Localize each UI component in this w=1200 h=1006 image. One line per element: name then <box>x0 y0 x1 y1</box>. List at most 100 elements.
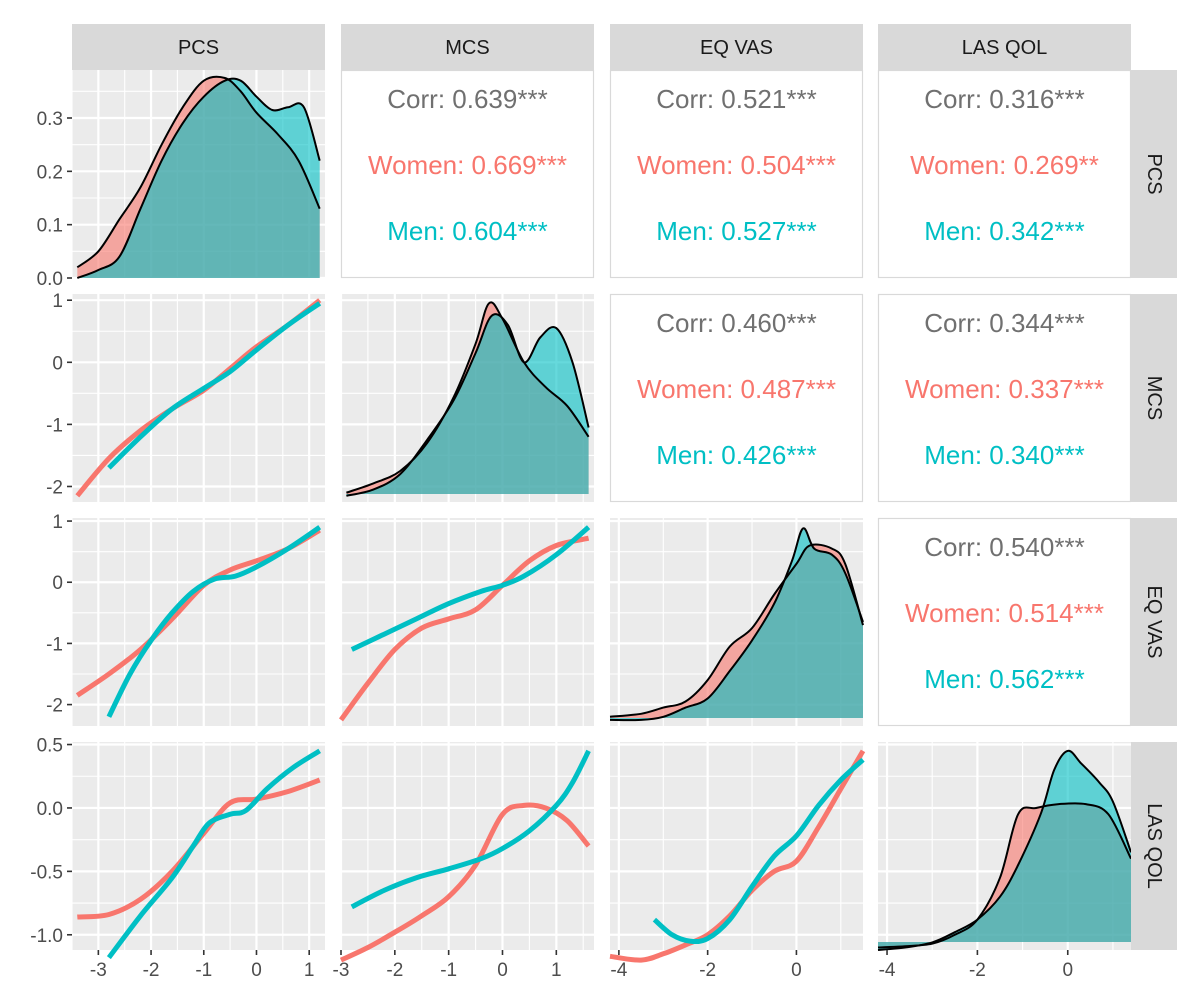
density-line-men <box>877 749 1132 951</box>
corr-men-text: Men: 0.562*** <box>924 664 1084 694</box>
x-tick-label: -2 <box>386 960 403 981</box>
y-tick-label: -1 <box>46 634 63 655</box>
smooth-line-women <box>338 535 590 722</box>
strip-right-eq-vas: EQ VAS <box>1131 518 1177 726</box>
y-tick-label: 0.2 <box>37 162 63 183</box>
corr-panel-bg <box>609 293 864 503</box>
corr-panel-bg <box>609 69 864 279</box>
smooth-line-men <box>107 301 322 470</box>
smooth-line-men <box>106 748 322 960</box>
density-line-men <box>346 313 590 497</box>
y-axis-eq-vas: -2 -1 0 1 <box>46 512 72 717</box>
corr-men-text: Men: 0.527*** <box>656 216 816 246</box>
y-tick-label: 0 <box>52 573 63 594</box>
strip-label: LAS QOL <box>1143 803 1165 889</box>
y-tick-label: 0.0 <box>37 799 63 820</box>
corr-men-text: Men: 0.604*** <box>387 216 547 246</box>
x-tick-label: -4 <box>610 960 627 981</box>
smooth-line-men <box>106 525 322 718</box>
x-axis-las-qol: -4 -2 0 <box>879 950 1073 981</box>
x-tick-label: -1 <box>195 960 212 981</box>
corr-panel-bg <box>340 69 595 279</box>
panel-mcs-eq-vas: Corr: 0.460*** Women: 0.487*** Men: 0.426*… <box>609 293 864 503</box>
corr-women-text: Women: 0.669*** <box>368 150 567 180</box>
corr-overall-text: Corr: 0.540*** <box>924 532 1084 562</box>
y-tick-label: -2 <box>46 696 63 717</box>
y-tick-label: -0.5 <box>30 862 63 883</box>
density-line-women <box>877 802 1132 949</box>
density-area-men <box>878 750 1131 950</box>
panel-eq-vas-pcs <box>71 518 325 726</box>
strip-right-mcs: MCS <box>1131 294 1177 502</box>
strip-right-las-qol: LAS QOL <box>1131 742 1177 950</box>
strip-label: PCS <box>1143 153 1165 194</box>
panel-eq-vas-las-qol: Corr: 0.540*** Women: 0.514*** Men: 0.562*… <box>877 517 1132 727</box>
strip-bg <box>1131 742 1177 950</box>
x-tick-label: -3 <box>333 960 350 981</box>
strip-top-pcs: PCS <box>72 24 325 70</box>
corr-men-text: Men: 0.342*** <box>924 216 1084 246</box>
strip-bg <box>341 24 594 70</box>
x-axis-pcs: -3 -2 -1 0 1 <box>90 950 315 981</box>
strip-bg <box>610 24 863 70</box>
x-tick-label: -4 <box>879 960 896 981</box>
y-tick-label: -2 <box>46 477 63 498</box>
density-line-women <box>76 75 321 269</box>
corr-men-text: Men: 0.340*** <box>924 440 1084 470</box>
strip-label: LAS QOL <box>962 37 1048 59</box>
panel-mcs-mcs <box>339 294 594 502</box>
x-tick-label: 0 <box>791 960 802 981</box>
y-tick-label: 0.1 <box>37 216 63 237</box>
strip-top-las-qol: LAS QOL <box>878 24 1131 70</box>
strip-label: MCS <box>445 37 489 59</box>
x-tick-label: 1 <box>551 960 562 981</box>
corr-panel-bg <box>877 69 1132 279</box>
density-line-men <box>76 77 321 279</box>
strip-top-mcs: MCS <box>341 24 594 70</box>
panel-pcs-las-qol: Corr: 0.316*** Women: 0.269** Men: 0.342**… <box>877 69 1132 279</box>
strip-label: EQ VAS <box>700 37 773 59</box>
y-tick-label: 1 <box>52 512 63 533</box>
y-axis-mcs: -2 -1 0 1 <box>46 291 72 498</box>
density-area-men <box>346 314 589 496</box>
corr-women-text: Women: 0.514*** <box>905 598 1104 628</box>
corr-overall-text: Corr: 0.460*** <box>656 308 816 338</box>
y-axis-pcs: 0.0 0.1 0.2 0.3 <box>37 109 72 290</box>
x-tick-label: 1 <box>304 960 315 981</box>
corr-women-text: Women: 0.269** <box>910 150 1099 180</box>
strip-bg <box>1131 70 1177 278</box>
corr-overall-text: Corr: 0.521*** <box>656 84 816 114</box>
density-line-women <box>346 301 590 494</box>
y-tick-label: 0 <box>52 353 63 374</box>
x-tick-label: 0 <box>497 960 508 981</box>
x-tick-label: 0 <box>251 960 262 981</box>
corr-panel-bg <box>877 517 1132 727</box>
panel-las-qol-mcs <box>339 742 594 963</box>
panel-eq-vas-eq-vas <box>609 518 864 726</box>
corr-women-text: Women: 0.337*** <box>905 374 1104 404</box>
y-tick-label: 0.5 <box>37 736 63 757</box>
smooth-line-men <box>652 757 865 945</box>
y-tick-label: 0.3 <box>37 109 63 130</box>
panel-las-qol-eq-vas <box>609 742 866 963</box>
density-area-men <box>610 528 863 721</box>
density-line-men <box>609 527 864 722</box>
y-tick-label: 1 <box>52 291 63 312</box>
corr-panel-bg <box>877 293 1132 503</box>
strip-top-eq-vas: EQ VAS <box>610 24 863 70</box>
panel-mcs-pcs <box>71 294 325 502</box>
panel-las-qol-pcs <box>71 742 325 960</box>
panel-pcs-eq-vas: Corr: 0.521*** Women: 0.504*** Men: 0.527*… <box>609 69 864 279</box>
x-tick-label: -2 <box>699 960 716 981</box>
x-tick-label: 0 <box>1062 960 1073 981</box>
strip-label: MCS <box>1143 376 1165 420</box>
x-tick-label: -3 <box>90 960 107 981</box>
x-axis-mcs: -3 -2 -1 0 1 <box>333 950 562 981</box>
corr-women-text: Women: 0.487*** <box>637 374 836 404</box>
strip-label: PCS <box>178 37 219 59</box>
corr-overall-text: Corr: 0.344*** <box>924 308 1084 338</box>
panel-eq-vas-mcs <box>338 518 594 726</box>
panel-bg <box>341 518 594 726</box>
y-axis-las-qol: -1.0 -0.5 0.0 0.5 <box>30 736 72 947</box>
